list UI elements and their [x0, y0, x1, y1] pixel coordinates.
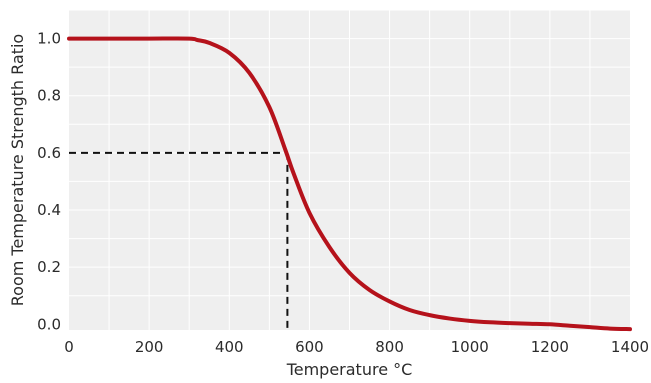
x-tick-label: 0	[64, 338, 74, 356]
y-axis-title: Room Temperature Strength Ratio	[8, 34, 27, 306]
x-tick-label: 200	[135, 338, 164, 356]
y-tick-labels: 0.0 0.2 0.4 0.6 0.8 1.0	[37, 30, 61, 334]
grid	[69, 9, 630, 330]
y-tick-label: 0.0	[37, 315, 61, 333]
x-tick-labels: 0 200 400 600 800 1000 1200 1400	[64, 338, 649, 356]
x-axis-title: Temperature °C	[286, 360, 413, 379]
x-tick-label: 1400	[611, 338, 649, 356]
x-tick-label: 1000	[451, 338, 489, 356]
y-tick-label: 1.0	[37, 30, 61, 48]
y-tick-label: 0.2	[37, 258, 61, 276]
y-tick-label: 0.6	[37, 144, 61, 162]
series-line	[67, 36, 632, 332]
x-tick-label: 800	[375, 338, 404, 356]
guides	[69, 151, 289, 330]
y-tick-label: 0.8	[37, 87, 61, 105]
x-tick-label: 1200	[531, 338, 569, 356]
x-tick-label: 400	[215, 338, 244, 356]
y-tick-label: 0.4	[37, 201, 61, 219]
series	[67, 36, 632, 332]
x-tick-label: 600	[295, 338, 324, 356]
